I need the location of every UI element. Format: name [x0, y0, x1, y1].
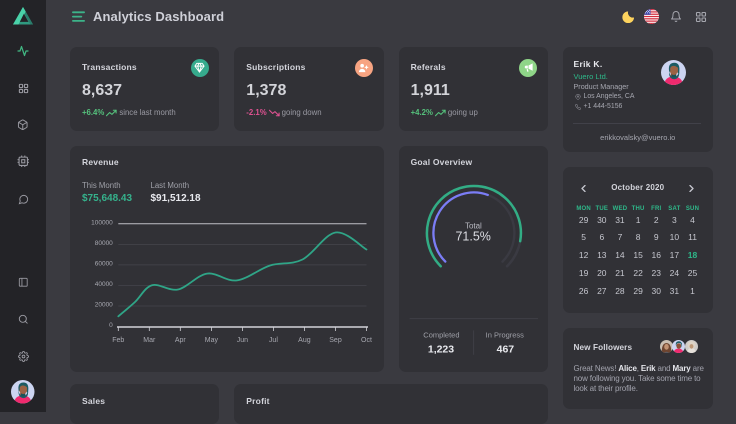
svg-text:40000: 40000	[95, 281, 113, 288]
svg-text:Oct: Oct	[361, 337, 372, 344]
svg-text:20000: 20000	[95, 301, 113, 308]
svg-text:Jun: Jun	[237, 337, 248, 344]
svg-text:Feb: Feb	[112, 337, 124, 344]
svg-text:1,223: 1,223	[427, 345, 453, 356]
svg-text:71.5%: 71.5%	[455, 230, 490, 244]
svg-text:0: 0	[109, 322, 113, 329]
svg-text:Completed: Completed	[423, 330, 459, 339]
svg-text:60000: 60000	[95, 260, 113, 267]
svg-text:Sep: Sep	[329, 337, 342, 344]
svg-text:80000: 80000	[95, 240, 113, 247]
svg-text:467: 467	[496, 345, 514, 356]
svg-text:Jul: Jul	[269, 337, 278, 344]
svg-text:100000: 100000	[91, 219, 113, 226]
svg-text:Apr: Apr	[175, 337, 187, 344]
svg-text:Total: Total	[465, 221, 482, 230]
svg-text:May: May	[205, 337, 219, 344]
svg-text:Mar: Mar	[143, 337, 156, 344]
svg-text:In Progress: In Progress	[485, 330, 524, 339]
svg-text:Aug: Aug	[298, 337, 311, 344]
